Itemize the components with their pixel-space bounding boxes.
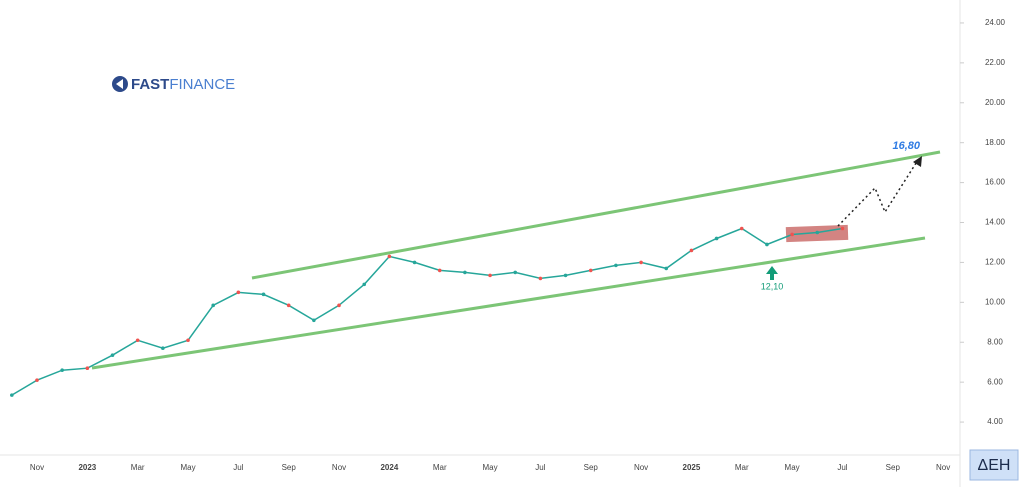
target-label: 16,80 xyxy=(892,140,920,152)
y-tick-label: 12.00 xyxy=(985,258,1006,267)
y-tick-label: 14.00 xyxy=(985,218,1006,227)
x-tick-label: Jul xyxy=(233,463,243,472)
price-line xyxy=(11,227,843,396)
y-tick-label: 24.00 xyxy=(985,18,1006,27)
price-point xyxy=(563,273,568,278)
price-point xyxy=(412,260,417,265)
ticker-box xyxy=(969,449,1019,481)
price-point xyxy=(765,242,769,247)
forecast-arrowhead xyxy=(913,156,922,167)
x-tick-label: 2023 xyxy=(78,463,96,472)
logo-text: FASTFINANCE xyxy=(131,76,235,93)
price-point xyxy=(488,273,492,278)
x-tick-label: Nov xyxy=(30,463,44,472)
y-tick-label: 20.00 xyxy=(985,98,1006,107)
x-tick-label: 2024 xyxy=(380,463,398,472)
price-point xyxy=(60,368,64,372)
price-point xyxy=(639,260,643,265)
ticker-label: ΔΕΗ xyxy=(978,457,1011,474)
y-tick-label: 18.00 xyxy=(985,138,1006,147)
x-tick-label: Jul xyxy=(535,463,545,472)
price-point xyxy=(362,282,367,287)
y-tick-label: 10.00 xyxy=(985,297,1006,306)
x-tick-label: Sep xyxy=(584,463,599,472)
price-point xyxy=(664,266,669,271)
price-point xyxy=(186,338,190,343)
price-point xyxy=(261,292,266,297)
y-tick-label: 8.00 xyxy=(987,337,1003,346)
price-point xyxy=(236,290,241,295)
price-point xyxy=(538,276,543,281)
low-label: 12,10 xyxy=(761,281,784,291)
price-point xyxy=(35,378,39,382)
price-point xyxy=(840,226,845,231)
y-tick-label: 22.00 xyxy=(985,58,1006,67)
forecast-path xyxy=(837,159,919,227)
x-tick-label: May xyxy=(180,463,195,472)
price-point xyxy=(387,254,392,259)
price-point xyxy=(739,226,744,231)
channel-upper xyxy=(251,150,941,280)
x-tick-label: Mar xyxy=(131,463,145,472)
channel-lower xyxy=(91,236,926,370)
price-point xyxy=(463,270,467,275)
price-point xyxy=(161,346,165,351)
price-point xyxy=(588,268,593,273)
x-tick-label: Mar xyxy=(433,463,447,472)
price-point xyxy=(211,303,215,308)
price-point xyxy=(714,236,719,241)
y-tick-label: 6.00 xyxy=(987,377,1003,386)
y-tick-label: 4.00 xyxy=(987,417,1003,426)
price-point xyxy=(614,263,618,268)
logo-second: FINANCE xyxy=(169,76,235,93)
price-point xyxy=(85,366,90,370)
price-point xyxy=(337,303,341,308)
price-point xyxy=(10,393,14,397)
price-point xyxy=(286,303,291,308)
price-point xyxy=(513,270,518,275)
price-point xyxy=(689,248,694,253)
x-tick-label: May xyxy=(785,463,800,472)
x-tick-label: Jul xyxy=(837,463,847,472)
price-point xyxy=(790,232,794,237)
x-tick-label: Sep xyxy=(886,463,901,472)
price-point xyxy=(110,353,115,358)
x-tick-label: May xyxy=(482,463,497,472)
price-point xyxy=(815,230,820,235)
price-point xyxy=(437,268,442,273)
x-tick-label: Nov xyxy=(936,463,950,472)
price-point xyxy=(312,318,316,323)
logo-first: FAST xyxy=(131,76,169,93)
y-tick-label: 16.00 xyxy=(985,178,1006,187)
low-arrow xyxy=(766,266,778,280)
x-tick-label: Mar xyxy=(735,463,749,472)
price-point xyxy=(135,338,140,343)
x-tick-label: 2025 xyxy=(683,463,701,472)
logo-icon-arrow xyxy=(116,79,123,89)
x-tick-label: Nov xyxy=(634,463,648,472)
x-tick-label: Nov xyxy=(332,463,346,472)
x-tick-label: Sep xyxy=(282,463,297,472)
